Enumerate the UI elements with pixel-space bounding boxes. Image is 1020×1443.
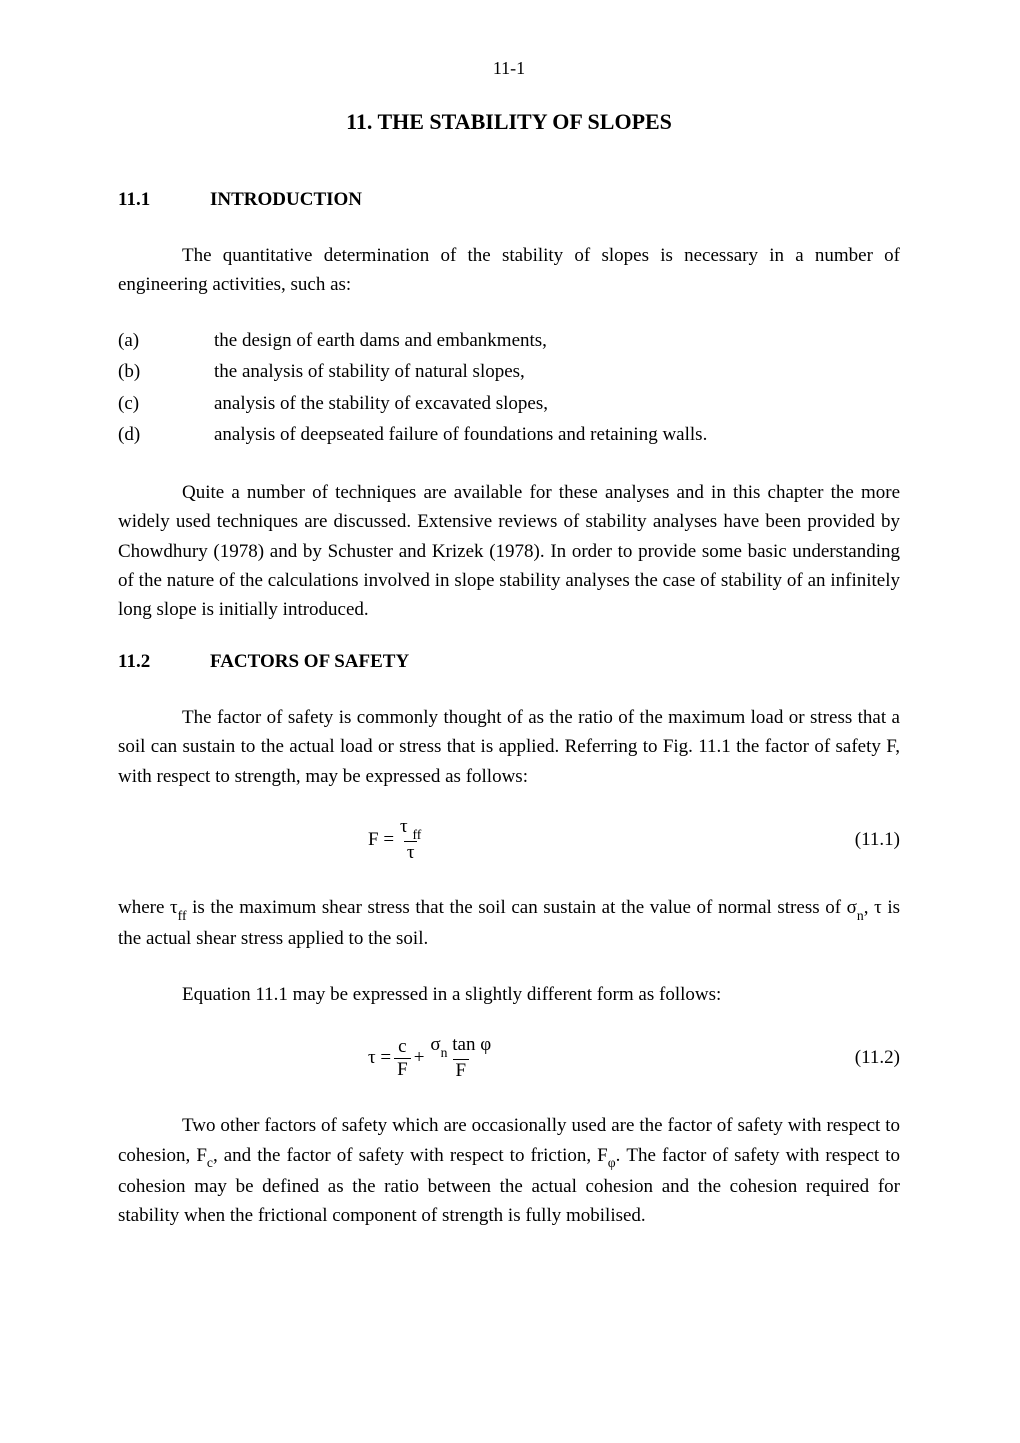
- text-run: tan φ: [448, 1034, 492, 1055]
- list-item: (a) the design of earth dams and embankm…: [118, 326, 900, 355]
- list-item: (c) analysis of the stability of excavat…: [118, 389, 900, 418]
- text-run: where τ: [118, 897, 178, 918]
- numerator: τ: [400, 816, 412, 837]
- subscript: ff: [178, 908, 187, 923]
- text-run: is the maximum shear stress that the soi…: [187, 897, 857, 918]
- section-title: INTRODUCTION: [210, 189, 362, 210]
- numerator: c: [395, 1037, 409, 1058]
- list-text: the analysis of stability of natural slo…: [214, 357, 900, 386]
- fraction: c F: [394, 1037, 411, 1080]
- list-text: the design of earth dams and embankments…: [214, 326, 900, 355]
- denominator: F: [394, 1058, 411, 1080]
- paragraph: Quite a number of techniques are availab…: [118, 478, 900, 625]
- subscript: c: [207, 1155, 213, 1170]
- text-run: , and the factor of safety with respect …: [213, 1145, 608, 1166]
- subscript: n: [857, 908, 864, 923]
- equation-lhs: τ =: [368, 1047, 391, 1069]
- section-heading: 11.1INTRODUCTION: [118, 189, 900, 211]
- chapter-title: 11. THE STABILITY OF SLOPES: [118, 109, 900, 135]
- list-item: (d) analysis of deepseated failure of fo…: [118, 420, 900, 449]
- list-label: (a): [118, 326, 214, 355]
- equation-number: (11.1): [820, 829, 900, 851]
- paragraph: The quantitative determination of the st…: [118, 241, 900, 300]
- text-run: σ: [430, 1034, 440, 1055]
- paragraph: Equation 11.1 may be expressed in a slig…: [118, 980, 900, 1009]
- equation-number: (11.2): [820, 1047, 900, 1069]
- page-number: 11-1: [118, 58, 900, 79]
- enumerated-list: (a) the design of earth dams and embankm…: [118, 326, 900, 450]
- list-label: (c): [118, 389, 214, 418]
- paragraph: Two other factors of safety which are oc…: [118, 1111, 900, 1230]
- list-label: (d): [118, 420, 214, 449]
- list-text: analysis of the stability of excavated s…: [214, 389, 900, 418]
- list-item: (b) the analysis of stability of natural…: [118, 357, 900, 386]
- denominator: F: [453, 1059, 470, 1081]
- page: 11-1 11. THE STABILITY OF SLOPES 11.1INT…: [0, 0, 1020, 1315]
- equation: τ = c F + σn tan φ F (11.2): [118, 1035, 900, 1081]
- paragraph: The factor of safety is commonly thought…: [118, 703, 900, 791]
- section-heading: 11.2FACTORS OF SAFETY: [118, 651, 900, 673]
- denominator: τ: [404, 841, 418, 863]
- subscript: φ: [608, 1155, 616, 1170]
- section-number: 11.2: [118, 651, 210, 673]
- equation-lhs: F =: [368, 829, 394, 851]
- paragraph: where τff is the maximum shear stress th…: [118, 893, 900, 953]
- fraction: σn tan φ F: [427, 1035, 494, 1081]
- text-run: +: [414, 1047, 425, 1069]
- section-number: 11.1: [118, 189, 210, 211]
- subscript: ff: [412, 827, 421, 842]
- section-title: FACTORS OF SAFETY: [210, 651, 409, 672]
- equation: F = τ ff τ (11.1): [118, 817, 900, 863]
- list-label: (b): [118, 357, 214, 386]
- list-text: analysis of deepseated failure of founda…: [214, 420, 900, 449]
- fraction: τ ff τ: [397, 817, 424, 863]
- subscript: n: [441, 1045, 448, 1060]
